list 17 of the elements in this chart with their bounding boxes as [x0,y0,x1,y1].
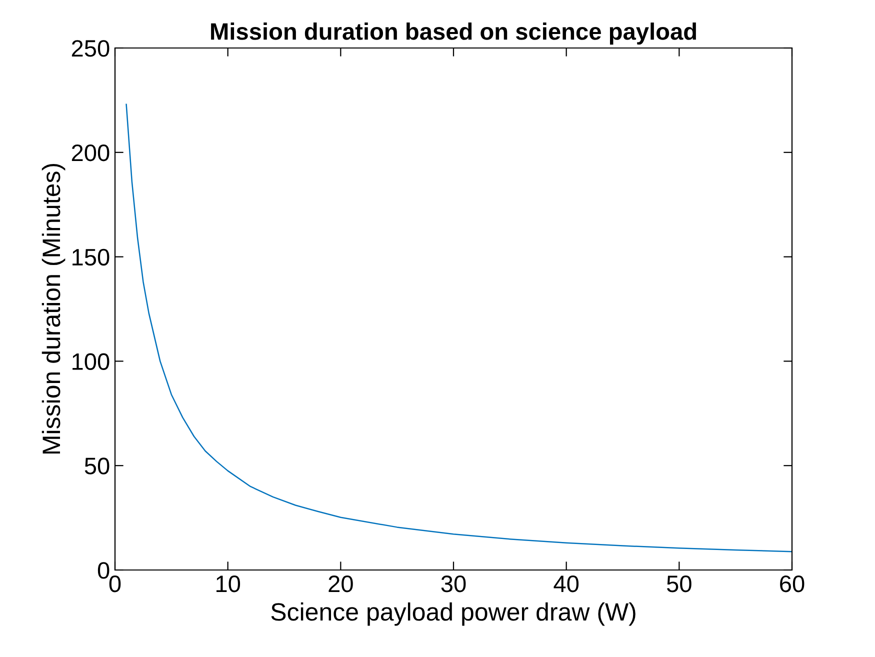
y-axis-title: Mission duration (Minutes) [42,164,66,454]
x-tick-label: 30 [441,575,466,592]
y-tick-label: 250 [72,40,110,57]
y-tick-label: 0 [98,562,110,579]
x-tick-label: 0 [109,575,121,592]
y-tick-label: 200 [72,144,110,162]
x-tick-label: 60 [780,575,804,592]
x-tick-label: 40 [554,575,579,592]
y-tick-label: 100 [72,353,110,370]
x-tick-label: 20 [328,575,353,592]
y-tick-label: 150 [72,248,110,266]
line-series [126,104,792,552]
x-tick-label: 10 [216,575,240,592]
x-axis-title: Science payload power draw (W) [271,602,636,626]
chart-title: Mission duration based on science payload [211,22,696,45]
y-tick-label: 50 [84,458,110,474]
x-tick-label: 50 [666,575,692,592]
